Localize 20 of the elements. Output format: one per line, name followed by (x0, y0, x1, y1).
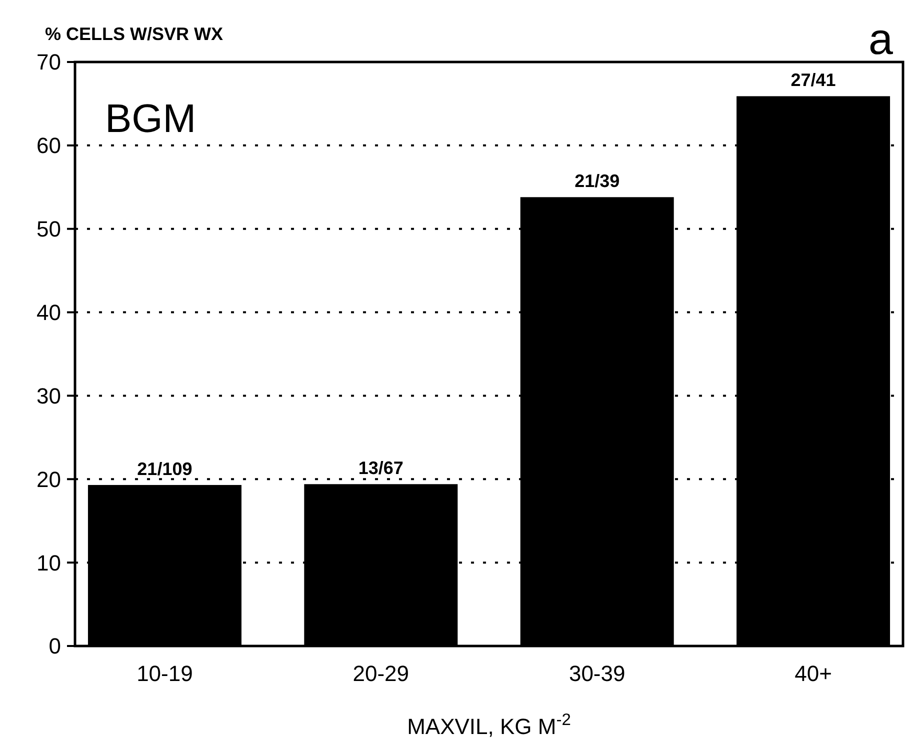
annotation: BGM (105, 97, 196, 141)
y-tick-label: 60 (36, 133, 61, 158)
data-label: 21/109 (137, 458, 192, 479)
data-label: 27/41 (790, 70, 836, 90)
y-tick-label: 30 (36, 383, 61, 408)
y-tick-label: 10 (36, 550, 61, 576)
x-tick-label: 10-19 (136, 661, 193, 686)
data-label: 21/39 (574, 171, 620, 192)
y-tick-label: 20 (36, 466, 61, 492)
y-tick-label: 0 (48, 634, 61, 659)
y-tick-label: 50 (36, 216, 61, 242)
y-axis-title: % CELLS W/SVR WX (45, 24, 224, 44)
y-tick-label: 40 (36, 300, 61, 325)
x-tick-label: 30-39 (568, 661, 626, 686)
x-tick-label: 20-29 (352, 661, 410, 686)
data-label: 13/67 (358, 458, 404, 478)
x-tick-label: 40+ (794, 661, 832, 686)
annotation: a (868, 15, 894, 64)
x-axis-title: MAXVIL, KG M$^{-2}$ (407, 711, 571, 739)
y-tick-label: 70 (36, 50, 61, 75)
